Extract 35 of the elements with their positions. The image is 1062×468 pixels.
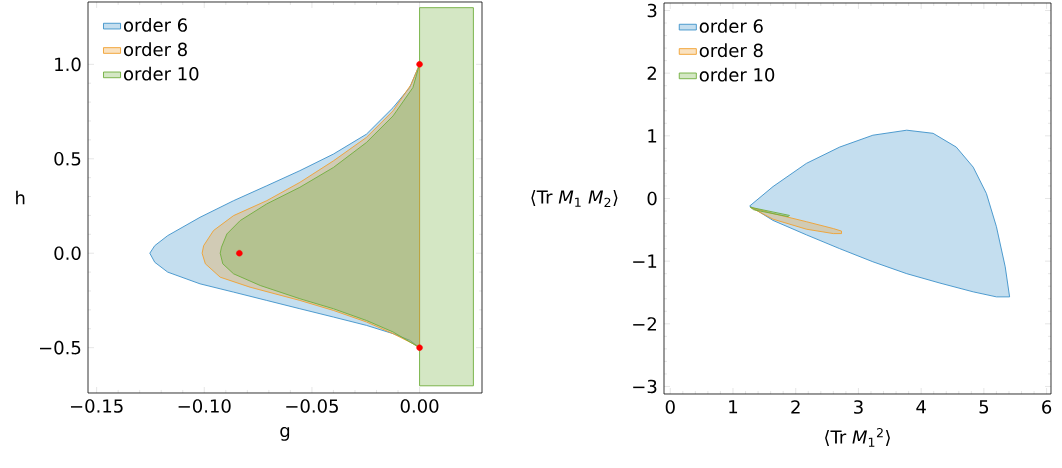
x-tick-label: 6 <box>1042 400 1052 414</box>
legend-label: order 8 <box>699 43 763 58</box>
y-tick-label: 2 <box>647 66 656 80</box>
y-tick-label: 0 <box>647 191 657 206</box>
x-tick-label: 0 <box>665 400 675 414</box>
y-tick-label: 0.5 <box>54 151 81 166</box>
y-tick-label: −3 <box>633 379 657 394</box>
x-tick-label: −0.15 <box>70 399 123 413</box>
x-tick-label: 3 <box>854 400 863 414</box>
x-axis-title: ⟨Tr M$_{1}$$^{2}$⟩ <box>825 428 890 447</box>
x-tick-label: 0.00 <box>400 399 439 413</box>
y-tick-label: −2 <box>633 317 656 331</box>
x-tick-label: −0.10 <box>178 399 231 413</box>
legend-label: order 8 <box>123 42 187 57</box>
y-tick-label: 0.0 <box>54 246 81 261</box>
y-axis-title: h <box>16 190 25 205</box>
point <box>236 250 243 257</box>
legend-label: order 10 <box>699 67 775 82</box>
y-tick-label: 1 <box>648 129 657 143</box>
legend-label: order 10 <box>123 66 199 81</box>
point <box>416 344 423 351</box>
x-tick-label: 2 <box>791 400 800 414</box>
y-axis-title: ⟨Tr M$_{1}$ M$_{2}$⟩ <box>531 189 618 208</box>
x-tick-label: 1 <box>729 400 738 414</box>
y-tick-label: 3 <box>647 3 657 18</box>
x-axis-title: g <box>280 426 290 441</box>
y-tick-label: −1 <box>633 254 657 268</box>
y-tick-label: −0.5 <box>40 340 81 355</box>
y-tick-label: 1.0 <box>55 57 81 72</box>
x-tick-label: 5 <box>979 400 989 414</box>
legend-label: order 6 <box>699 18 763 33</box>
x-tick-label: −0.05 <box>286 399 338 413</box>
legend-label: order 6 <box>123 17 188 32</box>
x-tick-label: 4 <box>916 400 926 414</box>
point <box>416 61 423 68</box>
